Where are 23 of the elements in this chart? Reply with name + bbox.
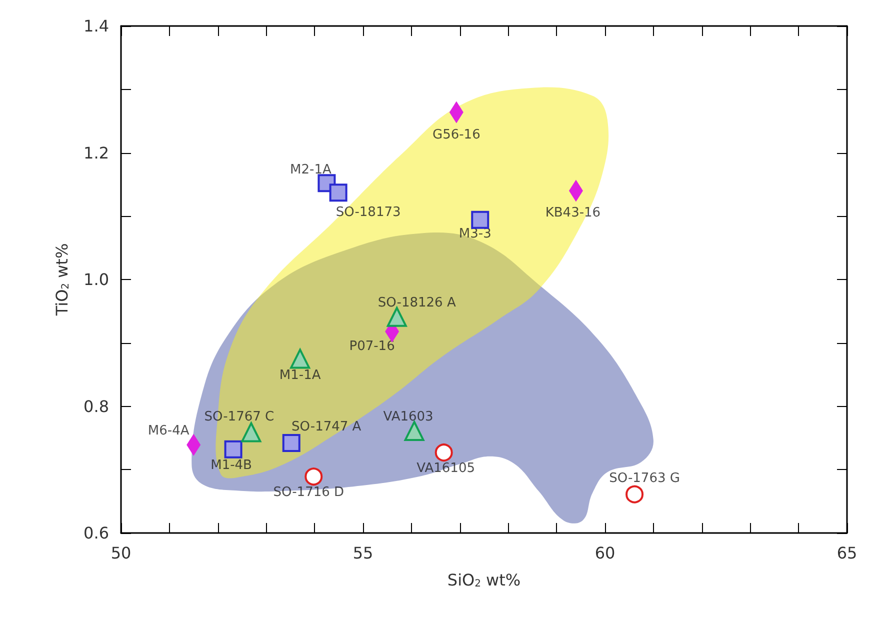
y-tick-label: 1.2 — [84, 143, 109, 162]
annotation: M1-1A — [279, 368, 321, 384]
annotation: M6-4A — [148, 423, 190, 438]
x-axis-title: SiO2 wt% — [447, 570, 521, 590]
y-tick-label: 1.0 — [84, 270, 109, 289]
x-tick-label: 50 — [110, 544, 132, 562]
annotation: SO-1763 G — [609, 470, 680, 486]
annotation: VA16105 — [416, 461, 475, 476]
annotation: SO-1716 D — [273, 485, 344, 500]
y-axis-title: TiO2 wt% — [52, 243, 72, 317]
annotation: M2-1A — [290, 162, 332, 178]
annotation: SO-18126 A — [378, 295, 456, 310]
annotation: M3-3 — [458, 226, 492, 242]
x-tick-label: 55 — [352, 544, 374, 562]
y-tick-label: 0.8 — [84, 396, 109, 416]
y-tick-label: 1.4 — [84, 16, 109, 36]
y-tick-label: 0.6 — [84, 524, 109, 542]
annotation: P07-16 — [349, 338, 395, 354]
annotation: SO-1747 A — [292, 420, 362, 435]
annotation: VA1603 — [383, 409, 434, 424]
x-tick-label: 60 — [594, 544, 616, 562]
annotation: G56-16 — [432, 128, 480, 143]
x-tick-label: 65 — [836, 544, 858, 562]
